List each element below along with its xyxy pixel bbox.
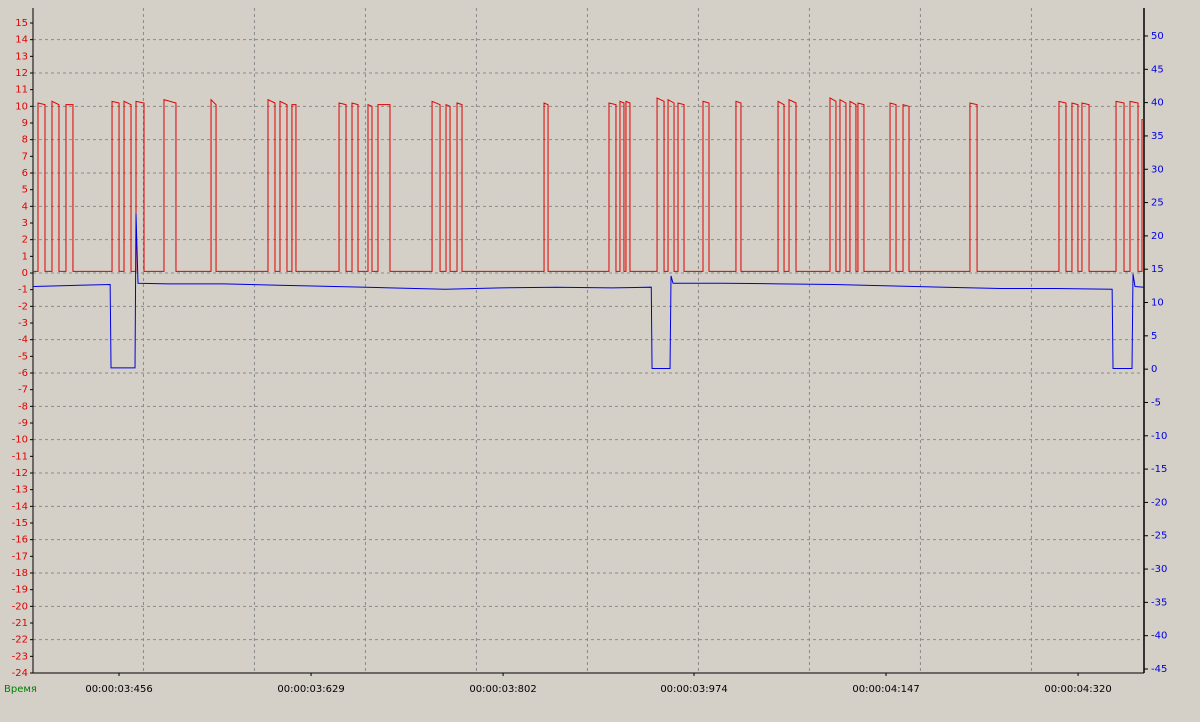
y2-tick-label: -10: [1151, 431, 1167, 442]
y-tick-label: 2: [22, 235, 28, 246]
y-tick-label: 0: [22, 268, 28, 279]
y-tick-label: -13: [12, 485, 28, 496]
y-tick-label: -11: [12, 451, 28, 462]
y2-tick-label: 15: [1151, 264, 1164, 275]
y-tick-label: 11: [15, 85, 28, 96]
y-tick-label: 10: [15, 101, 28, 112]
y-tick-label: -1: [18, 285, 28, 296]
y-tick-label: 3: [22, 218, 28, 229]
y-tick-label: 9: [22, 118, 28, 129]
y-tick-label: 4: [22, 201, 28, 212]
data-line: [33, 97, 1144, 272]
y2-tick-label: 35: [1151, 131, 1164, 142]
y-tick-label: -2: [18, 301, 28, 312]
y-tick-label: -16: [12, 535, 28, 546]
y-tick-label: -6: [18, 368, 28, 379]
y2-tick-label: -5: [1151, 397, 1161, 408]
y-tick-label: -23: [12, 651, 28, 662]
y-tick-label: -22: [12, 635, 28, 646]
y-tick-label: -18: [12, 568, 28, 579]
y-tick-label: 15: [15, 18, 28, 29]
x-tick-label: 00:00:03:974: [660, 684, 727, 695]
y-tick-label: -24: [12, 668, 28, 679]
y-tick-label: -14: [12, 501, 28, 512]
y2-tick-label: 0: [1151, 364, 1157, 375]
y2-tick-label: -20: [1151, 497, 1167, 508]
y-tick-label: -4: [18, 335, 28, 346]
y2-tick-label: 20: [1151, 231, 1164, 242]
y-tick-label: -9: [18, 418, 28, 429]
y-tick-label: 12: [15, 68, 28, 79]
y-tick-label: -10: [12, 435, 28, 446]
y2-tick-label: 10: [1151, 298, 1164, 309]
y2-tick-label: 40: [1151, 98, 1164, 109]
y2-tick-label: 5: [1151, 331, 1157, 342]
y-tick-label: -3: [18, 318, 28, 329]
y-tick-label: -15: [12, 518, 28, 529]
x-tick-label: 00:00:03:629: [277, 684, 344, 695]
y-tick-label: -19: [12, 585, 28, 596]
x-axis-label: Время: [4, 684, 37, 695]
y2-tick-label: 45: [1151, 64, 1164, 75]
x-tick-label: 00:00:04:147: [852, 684, 919, 695]
y2-tick-label: -40: [1151, 631, 1167, 642]
y-tick-label: -5: [18, 351, 28, 362]
y-tick-label: 14: [15, 35, 28, 46]
y2-tick-label: -25: [1151, 531, 1167, 542]
y2-tick-label: -30: [1151, 564, 1167, 575]
y2-tick-label: -45: [1151, 664, 1167, 675]
y-tick-label: 7: [22, 151, 28, 162]
x-tick-label: 00:00:03:456: [85, 684, 152, 695]
y-tick-label: 8: [22, 135, 28, 146]
x-tick-label: 00:00:03:802: [469, 684, 536, 695]
y2-tick-label: 25: [1151, 198, 1164, 209]
y-tick-label: 5: [22, 185, 28, 196]
y-tick-label: -8: [18, 401, 28, 412]
y2-tick-label: 30: [1151, 164, 1164, 175]
y-tick-label: 6: [22, 168, 28, 179]
data-line: [32, 213, 1145, 369]
y-tick-label: -20: [12, 601, 28, 612]
y-tick-label: -12: [12, 468, 28, 479]
y-tick-label: 1: [22, 251, 28, 262]
y2-tick-label: -15: [1151, 464, 1167, 475]
y-tick-label: -7: [18, 385, 28, 396]
y2-tick-label: 50: [1151, 31, 1164, 42]
y-tick-label: -21: [12, 618, 28, 629]
y-tick-label: 13: [15, 51, 28, 62]
x-tick-label: 00:00:04:320: [1044, 684, 1111, 695]
y2-tick-label: -35: [1151, 597, 1167, 608]
y-tick-label: -17: [12, 551, 28, 562]
